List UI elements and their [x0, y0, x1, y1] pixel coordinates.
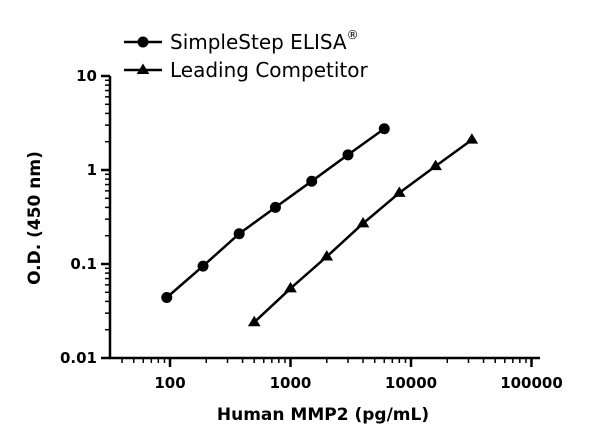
x-tick-label: 1000: [270, 374, 312, 392]
legend-circle-marker: [137, 36, 149, 48]
y-tick-label: 10: [76, 67, 97, 85]
x-tick-label: 100: [154, 374, 185, 392]
x-axis-title: Human MMP2 (pg/mL): [217, 405, 429, 425]
y-axis-title: O.D. (450 nm): [25, 151, 45, 285]
data-point-circle: [197, 260, 209, 272]
data-point-circle: [306, 175, 318, 187]
data-point-triangle: [320, 250, 334, 261]
legend-superscript: ®: [347, 28, 359, 42]
legend: SimpleStep ELISA® Leading Competitor: [124, 28, 368, 82]
data-point-triangle: [247, 315, 261, 327]
x-ticks: 100 1000 10000 100000: [121, 358, 563, 392]
axes: [108, 76, 540, 360]
data-point-triangle: [356, 216, 370, 228]
legend-label: Leading Competitor: [170, 58, 368, 82]
data-point-triangle: [392, 186, 406, 197]
series-1: [161, 123, 390, 304]
data-point-circle: [233, 228, 245, 240]
legend-item: SimpleStep ELISA®: [124, 28, 359, 54]
y-tick-label: 0.1: [70, 255, 97, 273]
x-tick-label: 100000: [500, 374, 563, 392]
legend-label: SimpleStep ELISA®: [170, 28, 359, 54]
data-point-circle: [378, 123, 390, 135]
data-point-triangle: [429, 159, 442, 171]
data-point-circle: [269, 201, 281, 213]
y-ticks: 0.01 0.1 1 10: [60, 67, 110, 367]
y-tick-label: 1: [87, 161, 97, 179]
data-point-circle: [161, 292, 173, 304]
y-tick-label: 0.01: [60, 349, 97, 367]
data-point-circle: [342, 149, 354, 161]
legend-triangle-marker: [136, 63, 150, 74]
data-point-triangle: [465, 133, 479, 144]
series-2: [247, 133, 479, 327]
x-tick-label: 10000: [385, 374, 437, 392]
series-group: [161, 123, 479, 327]
data-point-triangle: [284, 281, 297, 293]
legend-item: Leading Competitor: [124, 58, 368, 82]
